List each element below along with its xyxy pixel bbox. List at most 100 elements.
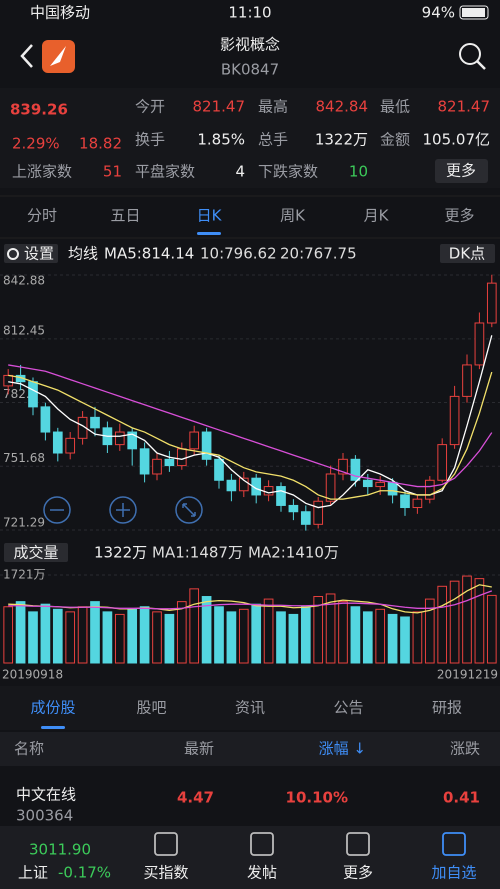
ma20-label: 20:767.75 [280,245,357,263]
footer-button[interactable]: 买指数 [143,864,188,882]
search-handle [476,60,486,70]
candle-body [238,477,249,492]
tab[interactable]: 五日 [110,207,140,225]
stock-pct: 10.10% [286,789,348,807]
volume-bar [3,606,14,664]
volume-bar [127,608,138,664]
y-tick-label: 812.45 [3,323,45,337]
section-tab[interactable]: 公告 [333,699,363,717]
candle-body [474,322,485,366]
volume-bar [288,613,299,664]
candle-body [338,458,348,475]
volume-bar [226,611,237,664]
volume-bar [28,611,38,664]
section-tab[interactable]: 研报 [432,699,462,717]
candle-body [362,479,373,488]
volume-bar [52,608,63,664]
battery: 94% [422,4,455,22]
candle-body [412,498,423,509]
tab[interactable]: 月K [364,207,390,225]
th[interactable]: 涨幅 ↓ [319,740,366,758]
candle-body [139,448,150,475]
clock: 11:10 [228,4,271,22]
candle-body [325,473,336,502]
tab[interactable]: 周K [280,207,306,225]
candle-body [424,479,435,500]
volume-bar [201,596,212,664]
stock-change: 0.41 [443,789,480,807]
gear-icon [7,248,19,260]
settings-button[interactable] [4,244,58,263]
y-tick-label: 1721万 [3,568,46,582]
volume-bar [15,601,26,664]
footer-button[interactable]: 加自选 [431,864,476,882]
volume-bar [313,596,324,664]
logo-shape [50,46,66,66]
volume-bar [412,611,423,664]
ma-line [8,371,493,500]
volume-bar [474,578,485,664]
volume-bar [238,608,249,664]
field-label: 换手 [135,131,165,149]
candle-body [375,481,386,488]
volume-bar [152,611,162,664]
candle-body [28,381,38,408]
volume-bar [90,601,100,664]
volume-bar [362,611,373,664]
tab[interactable]: 分时 [27,207,57,225]
volume-button[interactable] [4,543,68,562]
vol-ma1: MA1:1487万 [152,544,243,562]
volume-bar [486,594,497,664]
field-value: 821.47 [193,98,246,116]
battery-icon [459,5,489,20]
section-tab[interactable]: 股吧 [136,699,166,717]
footer-button[interactable]: 更多 [343,864,373,882]
volume-bar [40,603,51,664]
field-label: 金额 [380,131,410,149]
breadth-label: 下跌家数 [258,163,318,181]
volume-bar [263,598,274,664]
candle-body [288,504,299,513]
dk-button[interactable] [440,244,495,263]
button-icon [346,832,370,856]
zoom-in[interactable] [109,496,137,524]
y-tick-label: 751.68 [3,451,45,465]
candle-body [486,282,497,324]
tab[interactable]: 日K [197,207,223,225]
candle-body [313,500,324,525]
candle-body [3,374,14,387]
ma-title: 均线 [68,245,98,263]
more-button[interactable] [435,159,488,183]
volume-bar [65,611,76,664]
candle-body [77,416,88,439]
search-button[interactable] [459,43,481,65]
index-value[interactable]: 3011.90 [29,841,91,859]
candle-body [226,479,237,492]
breadth-value: 4 [235,163,245,181]
volume-bar [164,613,175,664]
section-tab[interactable]: 成份股 [30,699,75,717]
th: 名称 [14,740,44,758]
tab[interactable]: 更多 [444,207,474,225]
title: 影视概念 [220,36,280,54]
index-pct: -0.17% [58,864,111,882]
field-label: 最高 [258,98,288,116]
candle-body [276,486,286,506]
zoom-out[interactable] [43,496,71,524]
candle-body [462,364,472,397]
back-button[interactable] [20,44,33,68]
candle-body [437,444,448,481]
footer-button[interactable]: 发帖 [247,864,277,882]
field-label: 总手 [258,131,288,149]
fullscreen[interactable] [175,496,203,524]
stock-name[interactable]: 中文在线 [16,786,76,804]
section-bar [0,686,500,730]
th: 涨跌 [450,740,480,758]
field-value: 821.47 [438,98,491,116]
volume-bar [325,593,336,664]
volume-bar [176,601,187,664]
section-tab[interactable]: 资讯 [235,699,265,717]
field-label: 今开 [135,98,165,116]
carrier: 中国移动 [30,4,90,22]
